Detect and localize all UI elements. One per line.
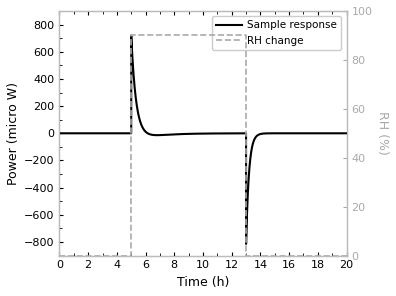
Sample response [227, 132, 232, 135]
Sample response [270, 131, 275, 135]
Legend: Sample response, RH change: Sample response, RH change [212, 16, 341, 50]
Sample response [285, 131, 290, 135]
RH change [129, 34, 133, 37]
Sample response [129, 34, 133, 37]
RH change [244, 254, 248, 258]
RH change [344, 254, 349, 258]
RH change [57, 254, 62, 258]
Sample response [57, 131, 62, 135]
Y-axis label: Power (micro W): Power (micro W) [7, 82, 20, 185]
Sample response [344, 131, 349, 135]
Sample response [244, 242, 248, 246]
RH change [129, 254, 133, 258]
Sample response [72, 131, 76, 135]
RH change [244, 34, 248, 37]
Sample response [161, 133, 166, 137]
Line: Sample response: Sample response [59, 36, 346, 244]
Y-axis label: RH (%): RH (%) [376, 111, 389, 155]
Sample response [240, 131, 244, 135]
Line: RH change: RH change [59, 36, 346, 256]
X-axis label: Time (h): Time (h) [177, 276, 229, 289]
